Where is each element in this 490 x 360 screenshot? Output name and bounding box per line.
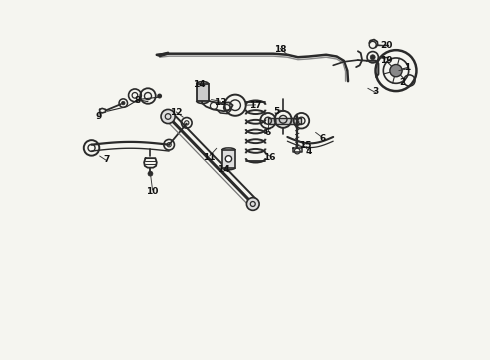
Text: 8: 8	[134, 96, 141, 105]
Text: 6: 6	[265, 128, 271, 137]
Text: 18: 18	[274, 45, 287, 54]
Circle shape	[122, 101, 125, 105]
Circle shape	[390, 64, 402, 77]
Text: 14: 14	[193, 80, 205, 89]
Text: 9: 9	[96, 112, 102, 121]
Text: 7: 7	[103, 155, 110, 164]
Text: 16: 16	[264, 153, 276, 162]
Text: 20: 20	[380, 41, 392, 50]
Text: 15: 15	[299, 141, 311, 150]
Circle shape	[246, 198, 259, 210]
Circle shape	[370, 55, 375, 60]
Text: 13: 13	[214, 98, 226, 107]
Bar	[221, 150, 235, 168]
Polygon shape	[268, 118, 301, 123]
Text: 2: 2	[399, 78, 405, 87]
Text: 4: 4	[305, 147, 312, 156]
Text: 1: 1	[404, 63, 411, 72]
Text: 10: 10	[147, 187, 159, 196]
Circle shape	[161, 109, 175, 123]
Circle shape	[157, 94, 162, 99]
Text: 12: 12	[170, 108, 182, 117]
Polygon shape	[156, 52, 169, 57]
Circle shape	[200, 90, 205, 95]
Bar	[196, 84, 209, 101]
Text: 5: 5	[273, 107, 279, 116]
Text: 17: 17	[249, 102, 262, 111]
Text: 14: 14	[218, 165, 230, 174]
Text: 19: 19	[380, 55, 392, 64]
Text: 3: 3	[372, 87, 379, 96]
Text: 6: 6	[319, 134, 326, 143]
Text: 11: 11	[203, 153, 216, 162]
Circle shape	[148, 171, 153, 176]
Circle shape	[225, 156, 232, 162]
